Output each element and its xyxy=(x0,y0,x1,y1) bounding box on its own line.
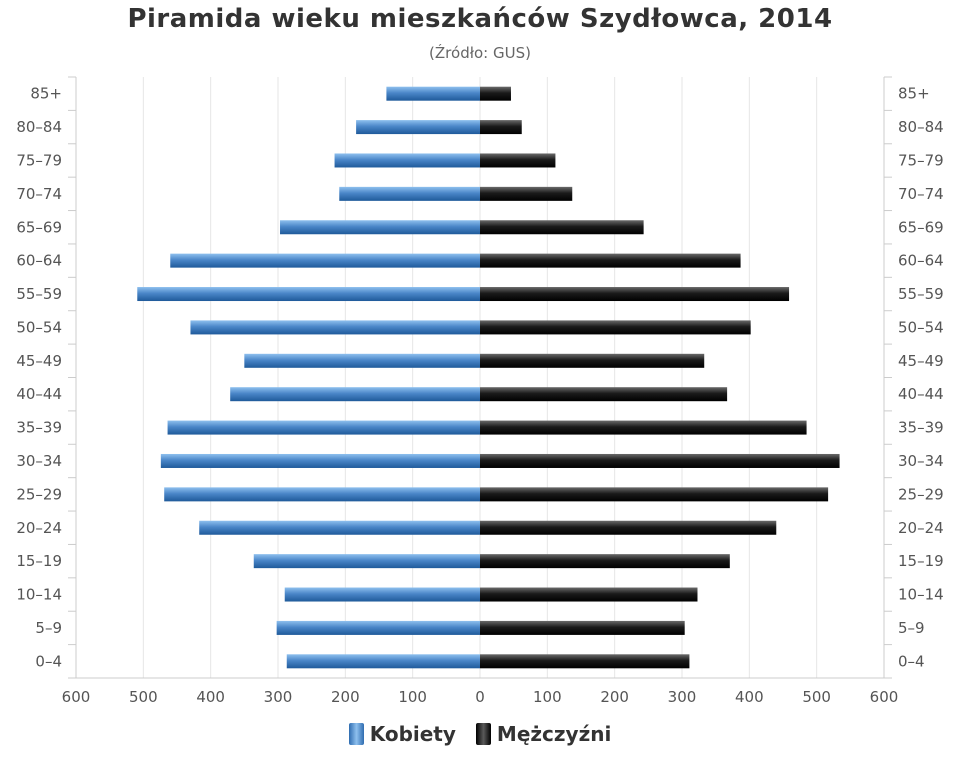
bars-layer xyxy=(137,86,840,669)
bar-kobiety-65-69[interactable] xyxy=(280,220,480,235)
bar-kobiety-50-54[interactable] xyxy=(190,320,480,335)
legend-label-men: Mężczyźni xyxy=(496,722,612,746)
bar-kobiety-5-9[interactable] xyxy=(276,620,480,635)
bar-kobiety-55-59[interactable] xyxy=(137,287,481,302)
x-tick-label: 300 xyxy=(264,688,293,706)
category-label-right: 80–84 xyxy=(898,118,944,136)
x-tick-label: 200 xyxy=(600,688,629,706)
legend-swatch-men xyxy=(475,723,491,745)
category-label-right: 30–34 xyxy=(898,452,944,470)
category-label-right: 10–14 xyxy=(898,586,944,604)
bar-mezczyzni-65-69[interactable] xyxy=(480,220,644,235)
category-label-left: 70–74 xyxy=(16,185,62,203)
category-label-left: 0–4 xyxy=(35,652,62,670)
bar-mezczyzni-85+[interactable] xyxy=(480,86,511,101)
x-tick-label: 600 xyxy=(62,688,91,706)
category-label-right: 70–74 xyxy=(898,185,944,203)
bar-mezczyzni-20-24[interactable] xyxy=(480,520,777,535)
bar-kobiety-30-34[interactable] xyxy=(160,453,480,468)
category-label-left: 40–44 xyxy=(16,385,62,403)
category-label-left: 85+ xyxy=(30,85,62,103)
category-label-right: 25–29 xyxy=(898,485,944,503)
x-tick-label: 500 xyxy=(802,688,831,706)
bar-kobiety-20-24[interactable] xyxy=(199,520,480,535)
x-tick-label: 300 xyxy=(668,688,697,706)
category-label-left: 45–49 xyxy=(16,352,62,370)
chart-title: Piramida wieku mieszkańców Szydłowca, 20… xyxy=(127,4,833,34)
x-tick-label: 600 xyxy=(870,688,899,706)
legend-item-women[interactable]: Kobiety xyxy=(348,722,456,746)
category-label-right: 60–64 xyxy=(898,252,944,270)
x-tick-label: 0 xyxy=(475,688,485,706)
category-label-left: 80–84 xyxy=(16,118,62,136)
category-label-left: 65–69 xyxy=(16,218,62,236)
category-label-left: 5–9 xyxy=(35,619,62,637)
category-label-right: 5–9 xyxy=(898,619,925,637)
category-label-right: 85+ xyxy=(898,85,930,103)
category-label-left: 30–34 xyxy=(16,452,62,470)
x-tick-label: 400 xyxy=(735,688,764,706)
bar-kobiety-75-79[interactable] xyxy=(334,153,480,168)
bar-kobiety-80-84[interactable] xyxy=(356,120,480,135)
category-label-left: 25–29 xyxy=(16,485,62,503)
legend-label-women: Kobiety xyxy=(369,722,456,746)
bar-mezczyzni-75-79[interactable] xyxy=(480,153,556,168)
bar-mezczyzni-80-84[interactable] xyxy=(480,120,522,135)
bar-mezczyzni-5-9[interactable] xyxy=(480,620,685,635)
bar-mezczyzni-70-74[interactable] xyxy=(480,186,573,201)
bar-kobiety-35-39[interactable] xyxy=(167,420,480,435)
bar-kobiety-60-64[interactable] xyxy=(170,253,480,268)
bar-mezczyzni-0-4[interactable] xyxy=(480,654,690,669)
category-label-left: 60–64 xyxy=(16,252,62,270)
labels-layer: 85+ 85+ 80–84 80–84 75–79 75–79 70–74 70–74 65–6… xyxy=(16,85,943,706)
bar-mezczyzni-55-59[interactable] xyxy=(480,287,790,302)
bar-kobiety-70-74[interactable] xyxy=(339,186,480,201)
category-label-right: 20–24 xyxy=(898,519,944,537)
bar-kobiety-85+[interactable] xyxy=(386,86,480,101)
bar-kobiety-10-14[interactable] xyxy=(284,587,480,602)
category-label-left: 75–79 xyxy=(16,151,62,169)
grid-layer xyxy=(68,76,892,679)
bar-kobiety-0-4[interactable] xyxy=(286,654,480,669)
x-tick-label: 400 xyxy=(196,688,225,706)
bar-mezczyzni-50-54[interactable] xyxy=(480,320,751,335)
category-label-left: 15–19 xyxy=(16,552,62,570)
bar-mezczyzni-45-49[interactable] xyxy=(480,353,705,368)
category-label-left: 50–54 xyxy=(16,318,62,336)
category-label-right: 65–69 xyxy=(898,218,944,236)
category-label-right: 40–44 xyxy=(898,385,944,403)
category-label-left: 55–59 xyxy=(16,285,62,303)
category-label-left: 35–39 xyxy=(16,419,62,437)
x-tick-label: 200 xyxy=(331,688,360,706)
category-label-right: 75–79 xyxy=(898,151,944,169)
bar-kobiety-45-49[interactable] xyxy=(244,353,480,368)
legend-swatch-women xyxy=(348,723,364,745)
x-tick-label: 500 xyxy=(129,688,158,706)
chart-subtitle: (Źródło: GUS) xyxy=(429,44,531,62)
category-label-right: 0–4 xyxy=(898,652,925,670)
bar-kobiety-25-29[interactable] xyxy=(164,487,480,502)
category-label-left: 10–14 xyxy=(16,586,62,604)
category-label-right: 35–39 xyxy=(898,419,944,437)
bar-mezczyzni-30-34[interactable] xyxy=(480,453,840,468)
category-label-left: 20–24 xyxy=(16,519,62,537)
category-label-right: 50–54 xyxy=(898,318,944,336)
bar-mezczyzni-10-14[interactable] xyxy=(480,587,698,602)
bar-mezczyzni-40-44[interactable] xyxy=(480,387,728,402)
category-label-right: 45–49 xyxy=(898,352,944,370)
legend: Kobiety Mężczyźni xyxy=(0,722,960,746)
bar-kobiety-40-44[interactable] xyxy=(230,387,480,402)
bar-mezczyzni-25-29[interactable] xyxy=(480,487,829,502)
category-label-right: 15–19 xyxy=(898,552,944,570)
x-tick-label: 100 xyxy=(398,688,427,706)
bar-mezczyzni-35-39[interactable] xyxy=(480,420,807,435)
bar-mezczyzni-60-64[interactable] xyxy=(480,253,741,268)
bar-mezczyzni-15-19[interactable] xyxy=(480,554,730,569)
category-label-right: 55–59 xyxy=(898,285,944,303)
x-tick-label: 100 xyxy=(533,688,562,706)
bar-kobiety-15-19[interactable] xyxy=(253,554,480,569)
legend-item-men[interactable]: Mężczyźni xyxy=(475,722,612,746)
